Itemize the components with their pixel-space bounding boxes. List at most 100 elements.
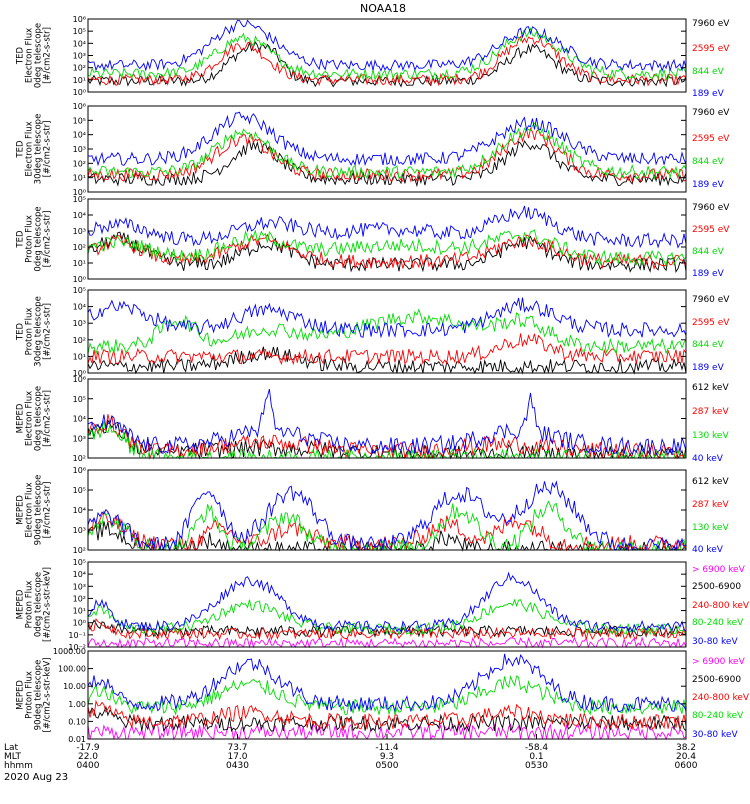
y-tick-label: 10³ bbox=[73, 582, 86, 591]
y-axis-label: [#/cm2-s-str] bbox=[43, 211, 53, 268]
legend-entry: 612 keV bbox=[692, 477, 729, 487]
y-tick-label: 10⁰ bbox=[73, 275, 86, 284]
y-tick-label: 100.00 bbox=[58, 665, 86, 674]
legend-entry: 844 eV bbox=[692, 157, 725, 167]
series-line-2-2 bbox=[87, 126, 687, 183]
x-tick-label-lat: 73.7 bbox=[227, 743, 247, 753]
x-tick-label-hhmm: 0530 bbox=[525, 761, 548, 771]
series-line-3-3 bbox=[87, 229, 687, 267]
legend-entry: 844 eV bbox=[692, 67, 725, 77]
y-axis-label: Electron Flux bbox=[25, 482, 35, 537]
y-tick-label: 10¹ bbox=[73, 259, 86, 268]
y-axis-label: [#/cm2-s-str] bbox=[43, 390, 53, 447]
x-tick-label-hhmm: 0500 bbox=[376, 761, 399, 771]
y-tick-label: 10² bbox=[73, 594, 86, 603]
y-axis-label: 90deg telescope bbox=[34, 475, 44, 546]
y-axis-label: TED bbox=[16, 140, 26, 159]
x-row-label: Lat bbox=[4, 743, 19, 753]
panel-frame bbox=[87, 469, 687, 551]
legend-entry: 189 eV bbox=[692, 269, 725, 279]
series-line-8-5 bbox=[87, 653, 687, 713]
x-tick-label-mlt: 9.3 bbox=[380, 752, 394, 762]
legend-entry: 2595 eV bbox=[692, 318, 730, 328]
legend-entry: 7960 eV bbox=[692, 203, 730, 213]
y-axis-label: TED bbox=[16, 46, 26, 65]
y-axis-label: [#/cm2-s-str] bbox=[43, 27, 53, 84]
y-axis-label: 0deg telescope bbox=[34, 386, 44, 451]
legend-entry: 30-80 keV bbox=[692, 730, 738, 740]
y-tick-label: 10⁵ bbox=[73, 286, 86, 295]
legend-entry: 130 keV bbox=[692, 431, 729, 441]
y-axis-label: [#/cm2-s-str] bbox=[43, 121, 53, 178]
y-tick-label: 10⁶ bbox=[73, 375, 86, 384]
y-tick-label: 10⁵ bbox=[73, 486, 86, 495]
series-line-8-3 bbox=[87, 699, 687, 731]
y-tick-label: 10⁵ bbox=[73, 116, 86, 125]
series-line-8-1 bbox=[87, 722, 687, 741]
y-tick-label: 10⁴ bbox=[73, 39, 86, 48]
y-tick-label: 10.00 bbox=[63, 682, 86, 691]
y-tick-label: 10² bbox=[73, 64, 86, 73]
legend-entry: > 6900 keV bbox=[692, 657, 746, 667]
y-tick-label: 10¹ bbox=[73, 607, 86, 616]
y-axis-label: Proton Flux bbox=[25, 671, 35, 719]
y-axis-label: 0deg telescope bbox=[34, 23, 44, 88]
series-line-4-2 bbox=[87, 333, 687, 366]
legend-entry: 287 keV bbox=[692, 407, 729, 417]
y-axis-label: [#/cm2-s-str] bbox=[43, 303, 53, 360]
y-tick-label: 10⁴ bbox=[73, 506, 86, 515]
series-line-4-4 bbox=[87, 297, 687, 339]
series-line-4-1 bbox=[87, 346, 687, 375]
series-line-3-1 bbox=[87, 231, 687, 273]
legend-entry: 2595 eV bbox=[692, 134, 730, 144]
panel-frame bbox=[87, 105, 687, 193]
y-tick-label: 10⁶ bbox=[73, 466, 86, 475]
x-tick-label-mlt: 20.4 bbox=[676, 752, 696, 762]
y-tick-label: 10⁶ bbox=[73, 15, 86, 24]
y-tick-label: 10³ bbox=[73, 52, 86, 61]
panel-3: 10⁰ 10¹ 10² 10³ 10⁴ 10⁵ TED Proton Flux 0deg tel… bbox=[16, 195, 731, 284]
x-tick-label-lat: 38.2 bbox=[676, 743, 696, 753]
panel-5: 10² 10³ 10⁴ 10⁵ 10⁶ MEPED Electron Flux 0deg te… bbox=[16, 375, 730, 464]
y-tick-label: 0.10 bbox=[68, 717, 86, 726]
legend-entry: 189 eV bbox=[692, 89, 725, 99]
series-line-3-2 bbox=[87, 233, 687, 270]
series-line-4-3 bbox=[87, 308, 687, 356]
series-line-1-3 bbox=[87, 27, 687, 81]
panel-7: 10⁻² 10⁻¹ 10⁰ 10¹ 10² 10³ 10⁴ 10⁵ MEPED Proton Fl… bbox=[16, 558, 750, 652]
series-line-2-1 bbox=[87, 139, 687, 188]
legend-entry: 844 eV bbox=[692, 340, 725, 350]
x-row-label: MLT bbox=[4, 752, 22, 762]
x-tick-label-lat: -11.4 bbox=[375, 743, 399, 753]
y-axis-label: [#/cm2-s-str-keV] bbox=[43, 567, 53, 642]
x-tick-label-mlt: 17.0 bbox=[227, 752, 247, 762]
y-tick-label: 10³ bbox=[73, 227, 86, 236]
legend-entry: 240-800 keV bbox=[692, 601, 750, 611]
y-tick-label: 10² bbox=[73, 336, 86, 345]
series-line-5-4 bbox=[87, 388, 687, 456]
series-line-7-1 bbox=[87, 636, 687, 649]
legend-entry: 80-240 keV bbox=[692, 711, 744, 721]
y-tick-label: 10⁴ bbox=[73, 303, 86, 312]
y-tick-label: 10⁵ bbox=[73, 395, 86, 404]
y-axis-label: Electron Flux bbox=[25, 391, 35, 446]
legend-entry: 7960 eV bbox=[692, 108, 730, 118]
legend-entry: 2595 eV bbox=[692, 225, 730, 235]
panel-4: 10⁰ 10¹ 10² 10³ 10⁴ 10⁵ TED Proton Flux 30deg te… bbox=[16, 286, 731, 378]
y-tick-label: 10⁶ bbox=[73, 102, 86, 111]
y-tick-label: 10⁵ bbox=[73, 558, 86, 567]
y-tick-label: 10⁰ bbox=[73, 88, 86, 97]
panel-frame bbox=[87, 198, 687, 280]
y-tick-label: 10¹ bbox=[73, 76, 86, 85]
legend-entry: 844 eV bbox=[692, 247, 725, 257]
x-tick-label-hhmm: 0430 bbox=[226, 761, 249, 771]
y-axis-label: [#/cm2-s-str] bbox=[43, 482, 53, 539]
y-axis-label: MEPED bbox=[16, 680, 26, 710]
panel-frame bbox=[87, 18, 687, 93]
y-axis-label: 0deg telescope bbox=[34, 206, 44, 271]
y-tick-label: 10⁻² bbox=[68, 643, 86, 652]
y-tick-label: 10⁴ bbox=[73, 211, 86, 220]
y-tick-label: 1000.00 bbox=[53, 647, 86, 656]
legend-entry: 130 keV bbox=[692, 523, 729, 533]
